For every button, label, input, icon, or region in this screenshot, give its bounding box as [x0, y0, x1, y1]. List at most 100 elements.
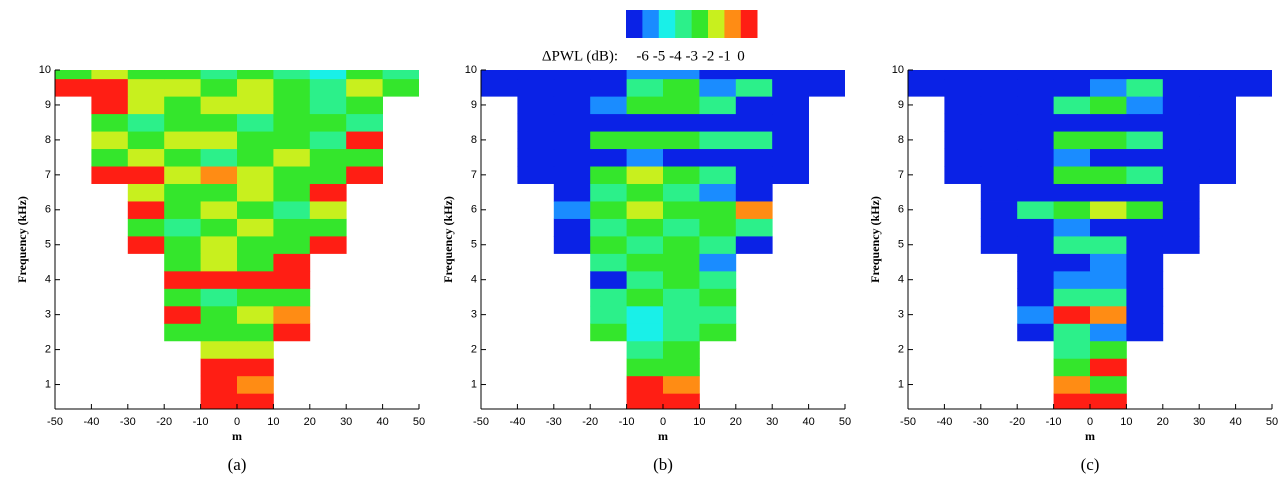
- contour-cell: [663, 166, 700, 184]
- contour-cell: [200, 340, 238, 359]
- contour-cell: [590, 148, 627, 167]
- contour-cell: [237, 340, 274, 359]
- y-tick-label: 8: [898, 134, 904, 146]
- colorbar-tick-label: -1: [718, 48, 731, 64]
- contour-cell: [980, 70, 1018, 80]
- contour-cell: [273, 236, 311, 254]
- contour-cell: [735, 183, 773, 202]
- y-axis-label: Frequency (kHz): [15, 196, 29, 283]
- x-tick-label: 40: [802, 416, 814, 428]
- contour-cell: [626, 148, 664, 167]
- contour-cell: [273, 253, 311, 272]
- contour-cell: [772, 78, 809, 97]
- y-tick-label: 9: [471, 99, 477, 111]
- contour-cell: [237, 253, 274, 272]
- contour-cell: [590, 166, 627, 184]
- y-tick-label: 10: [39, 64, 51, 76]
- contour-cell: [944, 70, 982, 80]
- contour-cell: [808, 78, 845, 97]
- contour-cell: [200, 96, 238, 115]
- y-tick-label: 10: [465, 64, 477, 76]
- contour-cell: [772, 70, 809, 80]
- contour-cell: [626, 288, 664, 307]
- contour-cell: [1017, 323, 1054, 342]
- contour-cell: [1090, 340, 1127, 359]
- contour-cell: [1235, 70, 1272, 80]
- y-tick-label: 3: [45, 309, 51, 321]
- y-tick-label: 2: [471, 343, 477, 355]
- x-tick-label: -20: [582, 416, 598, 428]
- contour-cell: [1090, 323, 1127, 342]
- contour-cell: [1162, 131, 1200, 150]
- contour-cell: [164, 253, 201, 272]
- contour-cell: [735, 236, 773, 254]
- contour-cell: [944, 131, 982, 150]
- colorbar-swatch: [691, 10, 709, 38]
- contour-cell: [200, 148, 238, 167]
- contour-cell: [553, 131, 591, 150]
- x-tick-label: 50: [839, 416, 851, 428]
- x-tick-label: 20: [730, 416, 742, 428]
- contour-cell: [553, 236, 591, 254]
- contour-cell: [273, 131, 311, 150]
- contour-cell: [1126, 201, 1164, 219]
- y-tick-label: 9: [45, 99, 51, 111]
- contour-cell: [626, 375, 664, 394]
- contour-cell: [200, 113, 238, 132]
- contour-cell: [164, 131, 201, 150]
- contour-cell: [590, 253, 627, 272]
- contour-cell: [908, 78, 945, 97]
- contour-cell: [1053, 96, 1091, 115]
- contour-cell: [309, 236, 347, 254]
- y-tick-label: 7: [471, 169, 477, 181]
- contour-cell: [553, 201, 591, 219]
- y-tick-label: 3: [898, 309, 904, 321]
- contour-cell: [590, 288, 627, 307]
- contour-cell: [663, 288, 700, 307]
- contour-cell: [1090, 78, 1127, 97]
- contour-cell: [237, 131, 274, 150]
- contour-cell: [127, 201, 165, 219]
- contour-cell: [237, 305, 274, 324]
- x-tick-label: -30: [546, 416, 562, 428]
- contour-cell: [200, 201, 238, 219]
- contour-cell: [517, 113, 555, 132]
- contour-cell: [164, 218, 201, 237]
- x-axis-label: m: [1085, 429, 1095, 443]
- contour-cell: [735, 166, 773, 184]
- contour-cell: [735, 96, 773, 115]
- contour-cell: [164, 236, 201, 254]
- contour-cell: [1199, 131, 1236, 150]
- x-tick-label: -30: [120, 416, 136, 428]
- contour-cell: [517, 96, 555, 115]
- contour-cell: [127, 218, 165, 237]
- x-tick-label: 50: [413, 416, 425, 428]
- y-tick-label: 1: [45, 378, 51, 390]
- contour-cell: [346, 131, 383, 150]
- contour-cell: [200, 70, 238, 80]
- contour-cell: [382, 78, 419, 97]
- contour-cell: [553, 183, 591, 202]
- contour-cell: [590, 323, 627, 342]
- y-tick-label: 5: [471, 239, 477, 251]
- contour-cell: [980, 96, 1018, 115]
- contour-cell: [590, 218, 627, 237]
- contour-cell: [200, 393, 238, 409]
- contour-cell: [1126, 305, 1164, 324]
- contour-cell: [1126, 218, 1164, 237]
- contour-cell: [517, 78, 555, 97]
- contour-cell: [200, 131, 238, 150]
- contour-cell: [1090, 236, 1127, 254]
- y-tick-label: 6: [471, 204, 477, 216]
- contour-cell: [663, 131, 700, 150]
- contour-cell: [699, 305, 737, 324]
- colorbar-label: ΔPWL (dB):: [542, 48, 618, 64]
- contour-cell: [200, 323, 238, 342]
- contour-cell: [346, 96, 383, 115]
- x-tick-label: -10: [1046, 416, 1062, 428]
- contour-cell: [200, 78, 238, 97]
- contour-cell: [1090, 70, 1127, 80]
- contour-cell: [127, 131, 165, 150]
- contour-cell: [699, 253, 737, 272]
- contour-cell: [1162, 201, 1200, 219]
